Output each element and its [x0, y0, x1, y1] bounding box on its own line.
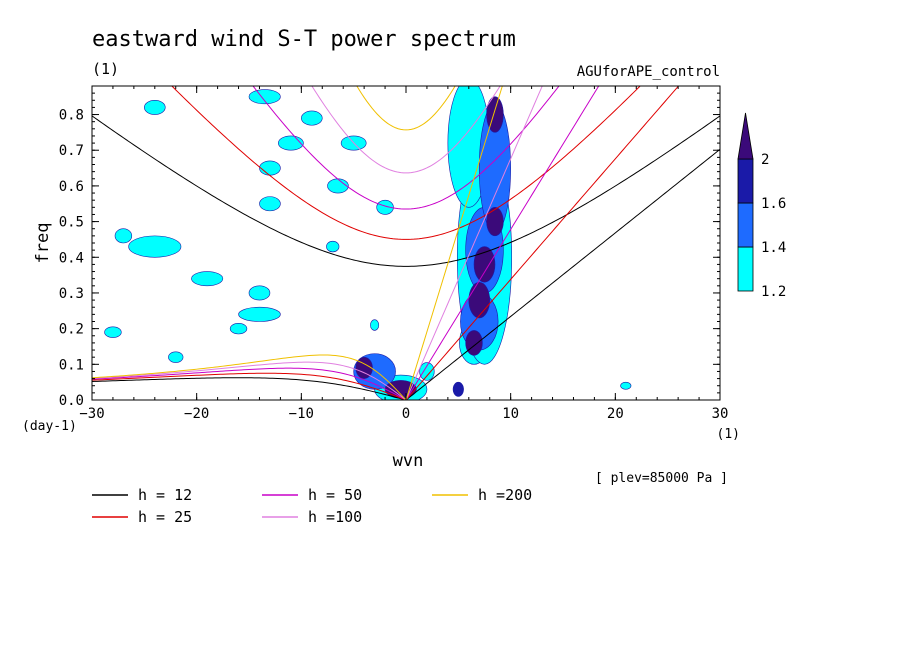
dispersion-curves — [92, 86, 720, 400]
rossby-curve — [92, 372, 407, 400]
contour-blob — [419, 362, 435, 381]
contour-blob — [191, 271, 224, 287]
axis-ticks: −30 −20 −10 0 10 20 30 0.0 0.1 0.2 0.3 0.4 0.5 0.6 0.7… — [59, 85, 729, 422]
y-tick-label: 0.0 — [59, 393, 84, 409]
legend-label: h = 50 — [308, 486, 362, 504]
x-tick-label: −30 — [79, 406, 104, 422]
contour-blob — [278, 135, 304, 151]
contour-blob — [259, 160, 281, 176]
y-axis-label: freq — [33, 223, 53, 264]
gravity-curve — [92, 115, 720, 267]
colorbar-label: 1.2 — [761, 284, 786, 300]
chart-title: eastward wind S-T power spectrum — [92, 27, 516, 52]
rossby-curve — [92, 354, 407, 400]
contour-blob — [327, 178, 349, 194]
x-axis-unit: (1) — [717, 427, 740, 442]
x-tick-label: 30 — [712, 406, 729, 422]
y-tick-label: 0.3 — [59, 286, 84, 302]
gravity-curve — [311, 86, 501, 174]
x-tick-label: 10 — [502, 406, 519, 422]
contour-blob — [259, 196, 281, 212]
contour-blob — [248, 285, 271, 301]
contour-blob — [620, 381, 632, 390]
contour-blob — [355, 356, 373, 379]
rossby-curve — [92, 361, 407, 400]
title-unit: (1) — [92, 60, 119, 78]
contour-blob — [114, 228, 133, 244]
rossby-curve — [92, 377, 407, 400]
contour-blob — [473, 246, 496, 283]
contour-blob — [229, 322, 248, 335]
kelvin-curve — [405, 86, 680, 400]
x-tick-label: 0 — [402, 406, 410, 422]
gravity-curve — [356, 86, 456, 131]
rossby-curve — [92, 367, 407, 400]
colorbar-label: 2 — [761, 152, 769, 168]
legend-label: h = 12 — [138, 486, 192, 504]
x-tick-label: −20 — [184, 406, 209, 422]
y-tick-label: 0.1 — [59, 357, 84, 373]
contour-blob — [144, 99, 166, 115]
x-axis-label: wvn — [393, 451, 424, 471]
colorbar-label: 1.4 — [761, 240, 786, 256]
y-tick-label: 0.8 — [59, 108, 84, 124]
contour-blob — [486, 207, 504, 237]
colorbar-extension — [737, 112, 754, 160]
y-tick-label: 0.4 — [59, 250, 84, 266]
kelvin-curve — [405, 148, 720, 400]
contour-blob — [452, 381, 464, 397]
plot-area — [92, 86, 720, 400]
legend: h = 12 h = 25 h = 50 h =100 h =200 — [92, 486, 532, 526]
contour-blob — [301, 110, 323, 126]
contour-blob — [128, 235, 182, 258]
legend-label: h =200 — [478, 486, 532, 504]
y-tick-label: 0.7 — [59, 143, 84, 159]
colorbar-label: 1.6 — [761, 196, 786, 212]
contour-blob — [168, 351, 184, 363]
contour-blob — [326, 240, 340, 253]
colorbar-segment — [737, 202, 754, 248]
colorbar: 1.2 1.4 1.6 2 — [737, 112, 786, 300]
y-tick-label: 0.5 — [59, 215, 84, 231]
x-tick-label: −10 — [289, 406, 314, 422]
y-tick-label: 0.2 — [59, 322, 84, 338]
level-note: [ plev=85000 Pa ] — [595, 471, 728, 486]
colorbar-segment — [737, 246, 754, 292]
gravity-curve — [171, 86, 641, 240]
kelvin-curve — [405, 86, 543, 400]
legend-label: h = 25 — [138, 508, 192, 526]
colorbar-segment — [737, 158, 754, 204]
kelvin-curve — [405, 86, 600, 400]
contour-blob — [104, 326, 122, 338]
contour-blob — [248, 89, 281, 105]
contour-blob — [376, 199, 394, 215]
y-axis-unit: (day-1) — [22, 419, 77, 434]
y-tick-label: 0.6 — [59, 179, 84, 195]
legend-label: h =100 — [308, 508, 362, 526]
gravity-curve — [252, 86, 560, 210]
contour-blob — [468, 281, 491, 319]
x-tick-label: 20 — [607, 406, 624, 422]
contour-blob — [370, 319, 380, 331]
contour-blob — [238, 306, 281, 322]
contour-blob — [465, 330, 483, 356]
experiment-name: AGUforAPE_control — [577, 64, 720, 80]
kelvin-curve — [405, 86, 503, 400]
